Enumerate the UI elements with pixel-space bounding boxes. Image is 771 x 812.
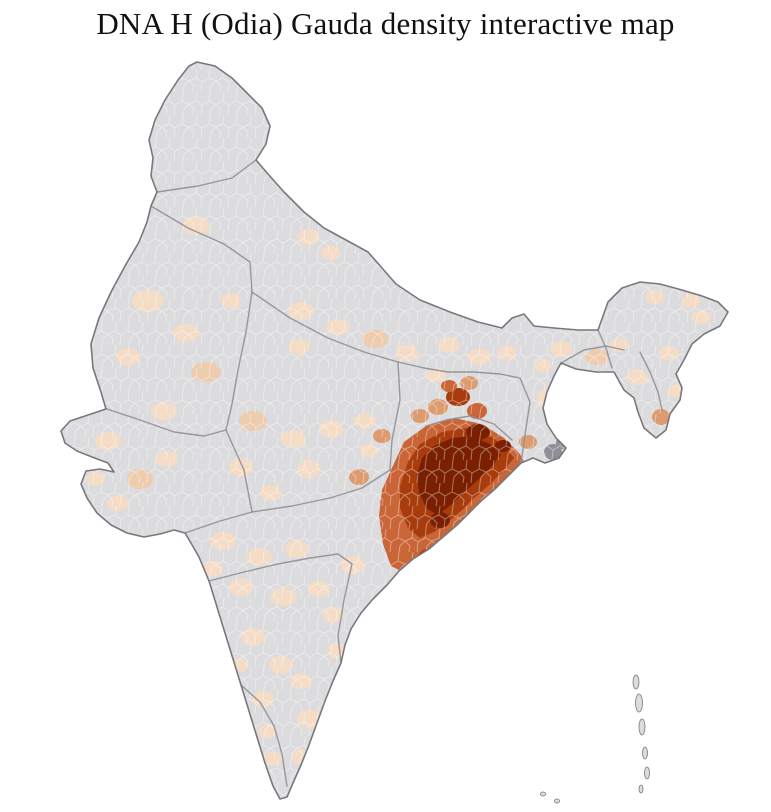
state-border — [251, 291, 425, 369]
state-border — [597, 329, 613, 369]
district-region[interactable] — [318, 741, 340, 757]
island[interactable] — [642, 746, 648, 760]
state-border — [208, 553, 353, 582]
island[interactable] — [644, 766, 650, 780]
district-region[interactable] — [335, 709, 355, 725]
district-region[interactable] — [399, 599, 419, 615]
island[interactable] — [638, 718, 646, 736]
state-border — [389, 361, 401, 471]
page-title: DNA H (Odia) Gauda density interactive m… — [96, 6, 675, 41]
state-border — [519, 377, 531, 464]
state-border — [103, 407, 227, 437]
district-region[interactable] — [432, 565, 454, 581]
state-border — [639, 351, 663, 411]
coastal-karnataka-district-region[interactable] — [221, 681, 235, 701]
state-border — [337, 563, 353, 664]
island[interactable] — [554, 798, 560, 804]
district-region[interactable] — [461, 547, 481, 563]
district-region[interactable] — [310, 772, 328, 786]
kutch-border-region[interactable] — [61, 405, 79, 419]
state-border — [240, 684, 288, 787]
island[interactable] — [635, 693, 643, 713]
state-borders — [103, 159, 663, 787]
island[interactable] — [540, 791, 546, 797]
state-border — [225, 291, 253, 431]
state-border — [184, 511, 253, 534]
district-region[interactable] — [357, 616, 381, 634]
state-border — [225, 429, 253, 513]
state-border — [251, 469, 391, 513]
district-region[interactable] — [386, 635, 408, 651]
state-border — [423, 367, 521, 379]
state-border — [560, 345, 625, 364]
island[interactable] — [638, 784, 644, 794]
state-border — [425, 415, 513, 441]
goa-district-region[interactable] — [190, 620, 202, 638]
state-border — [150, 205, 253, 293]
state-border — [156, 159, 257, 193]
island[interactable] — [632, 674, 640, 690]
islands[interactable] — [540, 674, 650, 804]
district-region[interactable] — [547, 414, 563, 428]
